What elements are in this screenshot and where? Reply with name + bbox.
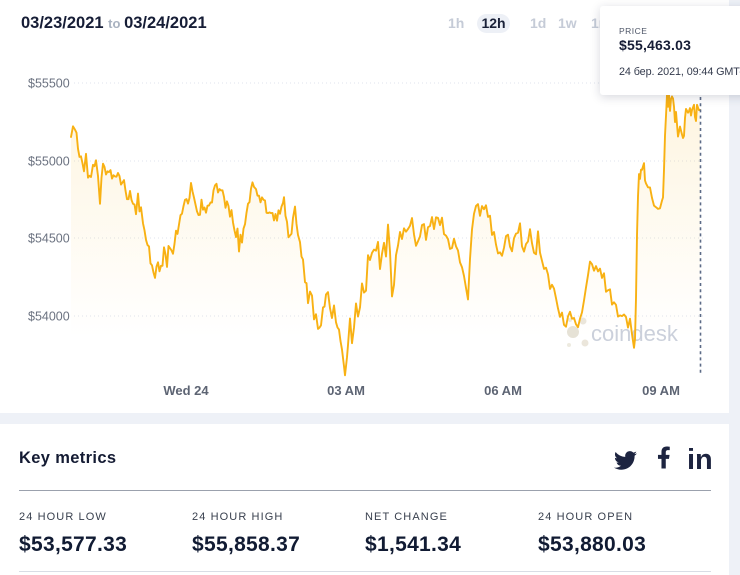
svg-text:$54000: $54000 — [28, 310, 70, 324]
svg-text:03 AM: 03 AM — [327, 383, 365, 398]
svg-text:in: in — [687, 444, 713, 472]
svg-text:$55500: $55500 — [28, 77, 70, 91]
svg-text:09 AM: 09 AM — [642, 383, 680, 398]
svg-text:06 AM: 06 AM — [484, 383, 522, 398]
svg-text:$55000: $55000 — [28, 155, 70, 169]
svg-text:Wed 24: Wed 24 — [163, 383, 209, 398]
svg-text:$54500: $54500 — [28, 232, 70, 246]
